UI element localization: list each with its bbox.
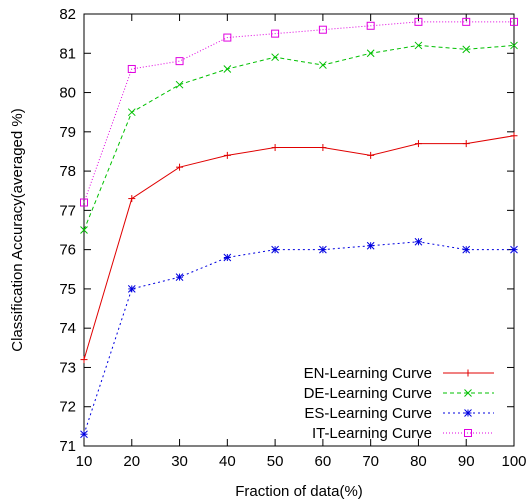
data-point — [366, 49, 375, 58]
series-0 — [80, 132, 518, 364]
data-point — [367, 151, 375, 159]
data-point — [462, 17, 471, 26]
data-point — [271, 53, 279, 62]
data-point — [271, 245, 279, 254]
x-tick-label: 40 — [219, 453, 236, 470]
data-point — [80, 198, 88, 207]
data-point — [319, 245, 327, 254]
data-point — [414, 237, 423, 246]
legend: EN-Learning Curve DE-Learning Curve ES-Lea… — [304, 365, 494, 442]
data-point — [462, 245, 471, 254]
series-3 — [80, 17, 518, 207]
data-point — [271, 29, 280, 38]
data-point — [462, 140, 470, 148]
legend-marker — [464, 389, 472, 397]
y-tick-label: 81 — [59, 45, 76, 62]
legend-label: IT-Learning Curve — [312, 425, 432, 442]
data-point — [127, 108, 136, 117]
series-line — [83, 135, 515, 360]
data-point — [510, 41, 518, 50]
y-tick-label: 75 — [59, 281, 76, 298]
x-tick-label: 80 — [410, 453, 427, 470]
data-point — [414, 41, 423, 50]
x-axis-label: Fraction of data(%) — [235, 483, 363, 500]
data-point — [223, 253, 232, 262]
data-point — [271, 144, 279, 152]
y-tick-label: 82 — [59, 6, 76, 23]
y-tick-label: 71 — [59, 438, 76, 455]
series-1 — [80, 41, 518, 234]
data-point — [414, 17, 423, 26]
data-point — [80, 356, 88, 364]
x-tick-label: 70 — [362, 453, 379, 470]
y-tick-label: 76 — [59, 242, 76, 259]
data-point — [319, 61, 327, 69]
x-tick-label: 100 — [501, 453, 526, 470]
data-point — [319, 144, 327, 152]
x-tick-label: 90 — [458, 453, 475, 470]
data-point — [510, 17, 518, 26]
series-layer — [80, 17, 518, 439]
data-point — [175, 80, 184, 89]
data-point — [510, 132, 518, 140]
legend-label: ES-Learning Curve — [304, 405, 432, 422]
data-point — [510, 245, 518, 254]
x-tick-label: 10 — [76, 453, 93, 470]
y-tick-label: 78 — [59, 163, 76, 180]
series-line — [83, 241, 514, 435]
data-point — [176, 163, 184, 171]
y-axis: 71 72 73 74 75 76 77 78 79 80 81 82 — [59, 6, 514, 455]
series-line — [83, 44, 515, 231]
data-point — [128, 195, 136, 203]
data-point — [223, 65, 232, 73]
legend-marker — [464, 369, 472, 377]
data-point — [175, 57, 184, 66]
plot-frame — [83, 13, 515, 447]
data-point — [318, 25, 327, 34]
x-axis: 10 20 30 40 50 60 70 80 90 100 — [76, 14, 527, 470]
data-point — [414, 140, 422, 148]
x-tick-label: 20 — [123, 453, 140, 470]
data-point — [127, 285, 136, 293]
data-point — [127, 64, 136, 73]
y-tick-label: 74 — [59, 320, 76, 337]
data-point — [80, 226, 88, 234]
series-line — [83, 21, 514, 203]
data-point — [80, 430, 88, 439]
y-tick-label: 80 — [59, 85, 76, 102]
data-point — [223, 151, 231, 159]
y-tick-label: 79 — [59, 124, 76, 141]
series-2 — [80, 237, 518, 439]
legend-marker — [464, 409, 472, 417]
y-tick-label: 73 — [59, 359, 76, 376]
y-tick-label: 77 — [59, 202, 76, 219]
data-point — [366, 21, 375, 30]
legend-label: EN-Learning Curve — [304, 365, 432, 382]
y-tick-label: 72 — [59, 399, 76, 416]
data-point — [175, 273, 184, 281]
legend-label: DE-Learning Curve — [304, 385, 432, 402]
y-axis-label: Classification Accuracy(averaged %) — [9, 108, 26, 351]
x-tick-label: 60 — [315, 453, 332, 470]
data-point — [366, 241, 375, 250]
x-tick-label: 50 — [267, 453, 284, 470]
x-tick-label: 30 — [171, 453, 188, 470]
legend-marker — [464, 429, 472, 437]
data-point — [223, 33, 232, 42]
data-point — [462, 45, 471, 54]
